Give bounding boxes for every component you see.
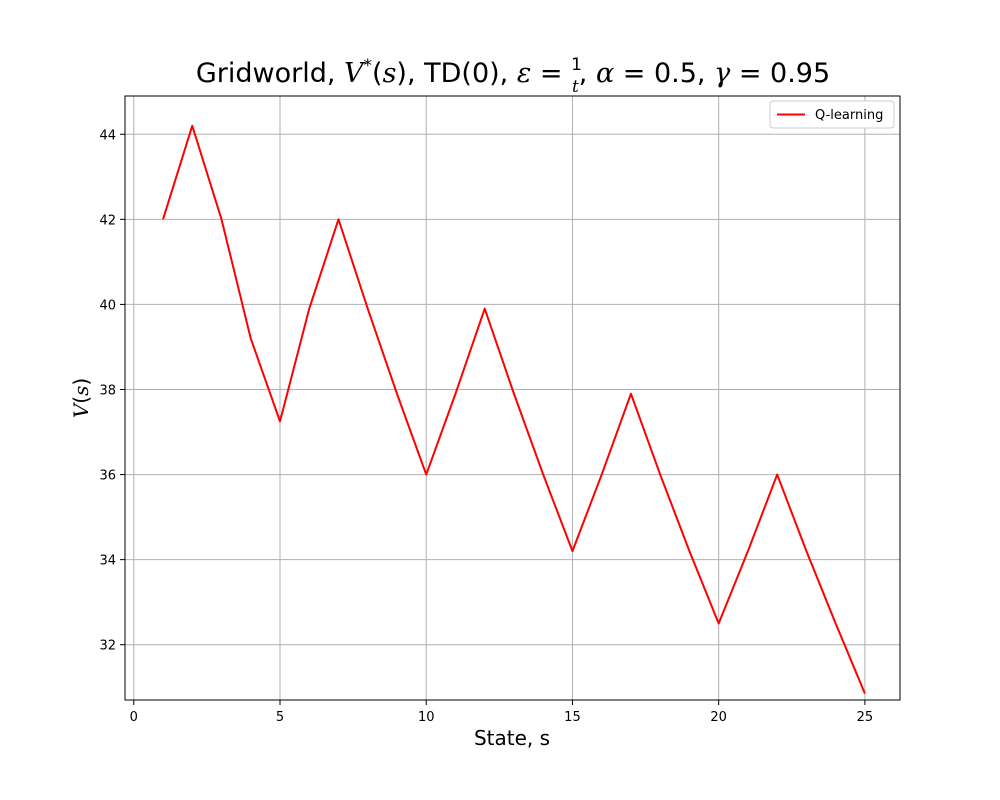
x-tick-label: 25 — [857, 710, 874, 725]
y-tick-label: 42 — [99, 213, 116, 228]
x-axis-label: State, s — [474, 726, 550, 750]
plot-frame — [124, 95, 901, 701]
series-line-q-learning — [162, 124, 866, 695]
y-tick-label: 38 — [99, 383, 116, 398]
legend-label-q-learning: Q-learning — [815, 108, 883, 123]
x-tick-label: 20 — [710, 710, 727, 725]
y-tick-label: 44 — [99, 128, 116, 143]
x-tick-label: 10 — [418, 710, 435, 725]
x-axis-ticks: 0 5 10 15 20 25 — [130, 700, 874, 725]
y-tick-label: 40 — [99, 298, 116, 313]
y-tick-label: 36 — [99, 469, 116, 484]
x-tick-label: 0 — [130, 710, 138, 725]
y-tick-label: 32 — [99, 639, 116, 654]
legend-box — [769, 100, 895, 129]
y-axis-ticks: 32 34 36 38 40 42 44 — [99, 128, 125, 654]
x-tick-label: 5 — [276, 710, 284, 725]
x-tick-label: 15 — [564, 710, 581, 725]
series-group — [162, 124, 866, 695]
grid-lines — [125, 96, 900, 700]
y-tick-label: 34 — [99, 554, 116, 569]
chart-title: Gridworld, V*(s), TD(0), ε = 1 t, α = 0.5… — [196, 55, 830, 97]
legend: Q-learning — [769, 100, 895, 129]
y-axis-label: V(s) — [69, 378, 93, 418]
